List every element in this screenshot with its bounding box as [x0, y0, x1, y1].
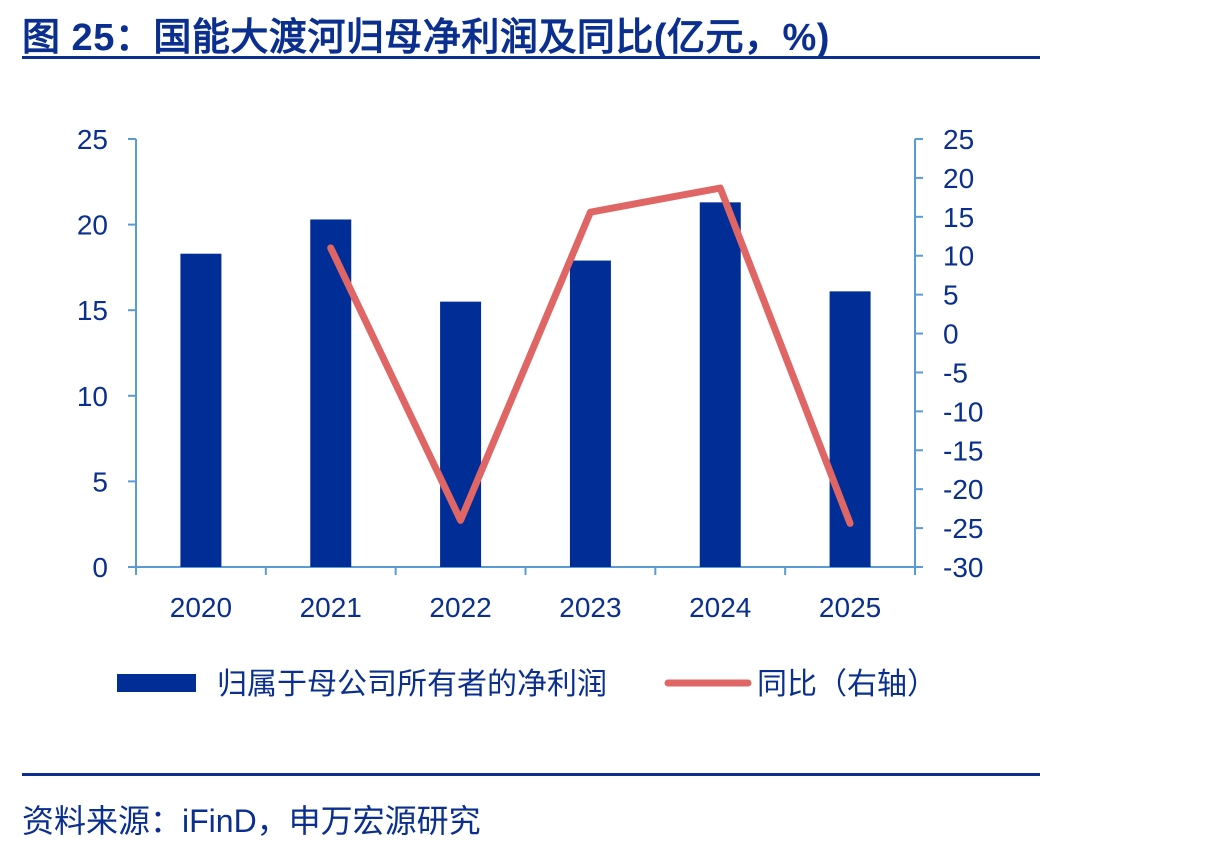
x-axis-tick-label: 2025	[819, 592, 881, 623]
legend-swatch-bar	[117, 674, 196, 692]
x-axis-tick-label: 2020	[170, 592, 232, 623]
left-axis-tick-label: 20	[77, 210, 108, 241]
right-axis-tick-label: 20	[943, 163, 974, 194]
x-axis-tick-label: 2021	[300, 592, 362, 623]
x-axis-tick-label: 2022	[429, 592, 491, 623]
right-axis-tick-label: 0	[943, 319, 959, 350]
line-series	[327, 184, 854, 527]
axes: 0510152025-30-25-20-15-10-50510152025202…	[77, 124, 984, 623]
bar-2023	[569, 260, 611, 567]
left-axis-tick-label: 5	[92, 466, 108, 497]
legend: 归属于母公司所有者的净利润 同比（右轴）	[117, 668, 937, 701]
right-axis-tick-label: -5	[943, 357, 968, 388]
right-axis-tick-label: 25	[943, 124, 974, 155]
footer-rule	[22, 773, 1040, 776]
left-axis-tick-label: 15	[77, 295, 108, 326]
x-axis-tick-label: 2023	[559, 592, 621, 623]
right-axis-tick-label: -15	[943, 435, 983, 466]
bar-series	[180, 202, 871, 568]
chart-title: 图 25：国能大渡河归母净利润及同比(亿元，%)	[22, 17, 830, 59]
right-axis-tick-label: -25	[943, 513, 983, 544]
left-axis-tick-label: 0	[92, 552, 108, 583]
left-axis-tick-label: 25	[77, 124, 108, 155]
right-axis-tick-label: 10	[943, 241, 974, 272]
legend-label-line: 同比（右轴）	[757, 668, 937, 701]
combo-chart: 0510152025-30-25-20-15-10-50510152025202…	[77, 124, 984, 701]
legend-label-bar: 归属于母公司所有者的净利润	[217, 668, 607, 701]
bar-2022	[440, 301, 482, 567]
bar-2024	[699, 202, 741, 567]
right-axis-tick-label: -20	[943, 474, 983, 505]
bar-2020	[180, 253, 222, 568]
source-note: 资料来源：iFinD，申万宏源研究	[22, 803, 481, 839]
x-axis-tick-label: 2024	[689, 592, 751, 623]
title-rule	[22, 56, 1040, 59]
right-axis-tick-label: 15	[943, 202, 974, 233]
right-axis-tick-label: -30	[943, 552, 983, 583]
right-axis-tick-label: -10	[943, 396, 983, 427]
right-axis-tick-label: 5	[943, 280, 959, 311]
left-axis-tick-label: 10	[77, 381, 108, 412]
